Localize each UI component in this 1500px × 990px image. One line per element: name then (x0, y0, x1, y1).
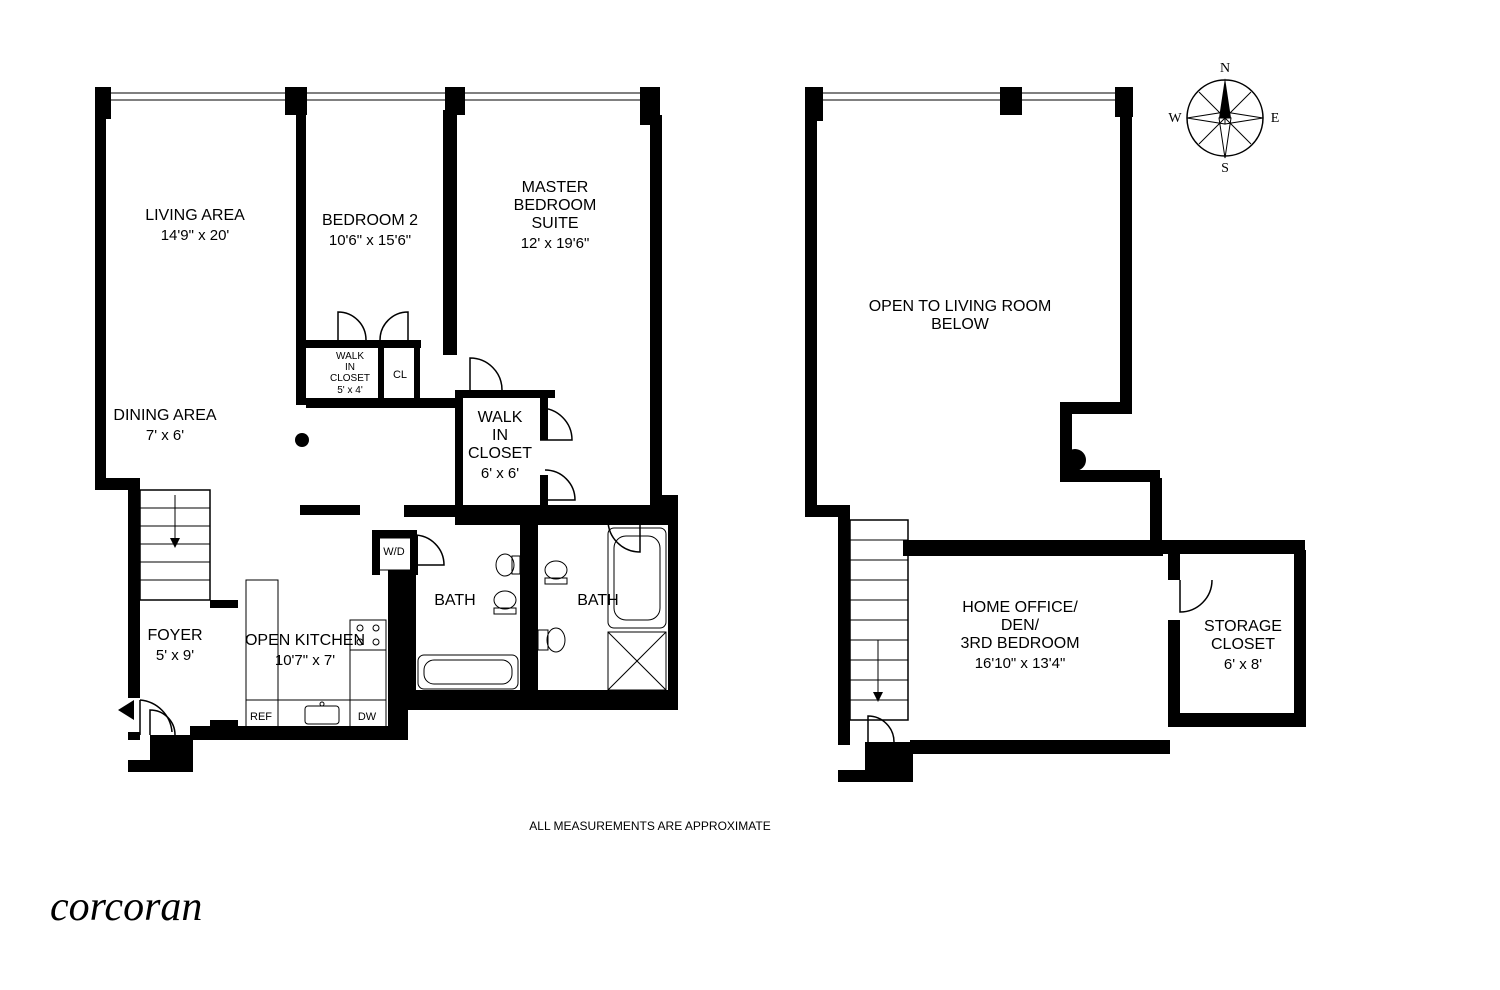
lower-bed2-dim: 10'6" x 15'6" (329, 232, 411, 249)
lower-bath2-label: BATH (577, 592, 618, 609)
brand-logo: corcoran (50, 884, 202, 930)
compass-s: S (1221, 161, 1229, 176)
lower-ref-label: REF (250, 711, 272, 723)
lower-cl_small-label: CL (393, 369, 407, 381)
lower-wic2-dim: 6' x 6' (481, 465, 519, 482)
lower-wic2-label: CLOSET (468, 445, 532, 462)
compass-n: N (1220, 61, 1230, 76)
upper-office-label: HOME OFFICE/ (962, 599, 1078, 616)
stairs-lower (140, 490, 210, 600)
lower-wic2-label: WALK (478, 409, 523, 426)
upper-open_below-label: OPEN TO LIVING ROOM (869, 298, 1052, 315)
upper-office-label: DEN/ (1001, 617, 1040, 634)
lower-living-label: LIVING AREA (145, 207, 245, 224)
lower-master-dim: 12' x 19'6" (521, 235, 590, 252)
lower-wic1-dim: 5' x 4' (337, 385, 363, 396)
compass-e: E (1271, 111, 1280, 126)
upper-storage-dim: 6' x 8' (1224, 656, 1262, 673)
upper-cl_upper-label: CL (880, 751, 894, 763)
upper-floor (805, 87, 1306, 782)
stairs-upper (850, 520, 908, 720)
upper-storage-label: CLOSET (1211, 636, 1275, 653)
lower-wic1-label: IN (345, 362, 355, 373)
upper-storage-label: STORAGE (1204, 618, 1282, 635)
lower-wd-label: W/D (383, 546, 404, 558)
bath-fixtures (418, 528, 666, 690)
lower-bed2-label: BEDROOM 2 (322, 212, 418, 229)
lower-foyer-label: FOYER (147, 627, 202, 644)
disclaimer-text: ALL MEASUREMENTS ARE APPROXIMATE (529, 819, 770, 833)
lower-master-label: MASTER (522, 179, 589, 196)
lower-dw-label: DW (358, 711, 377, 723)
upper-office-dim: 16'10" x 13'4" (975, 655, 1066, 672)
upper-office-label: 3RD BEDROOM (960, 635, 1079, 652)
lower-wic2-label: IN (492, 427, 508, 444)
lower-kitchen-dim: 10'7" x 7' (275, 652, 335, 669)
lower-master-label: BEDROOM (514, 197, 597, 214)
lower-cl_entry-label: CL (163, 746, 177, 758)
upper-open_below-label: BELOW (931, 316, 990, 333)
compass-icon: N E S W (1168, 61, 1279, 176)
lower-wic1-label: CLOSET (330, 373, 370, 384)
lower-dining-dim: 7' x 6' (146, 427, 184, 444)
lower-master-label: SUITE (531, 215, 578, 232)
lower-wic1-label: WALK (336, 351, 364, 362)
lower-dining-label: DINING AREA (113, 407, 216, 424)
lower-foyer-dim: 5' x 9' (156, 647, 194, 664)
lower-kitchen-label: OPEN KITCHEN (245, 632, 365, 649)
lower-bath1-label: BATH (434, 592, 475, 609)
lower-living-dim: 14'9" x 20' (161, 227, 230, 244)
compass-w: W (1168, 111, 1182, 126)
